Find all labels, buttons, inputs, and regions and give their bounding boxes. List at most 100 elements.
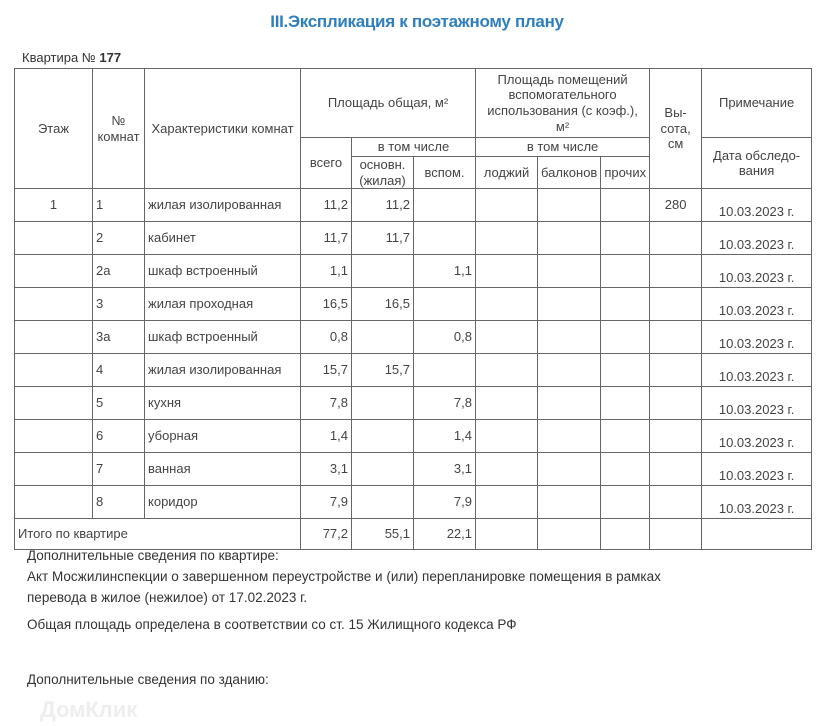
cell-other bbox=[600, 353, 651, 388]
cell-room-no: 4 bbox=[92, 353, 145, 388]
cell-balcony bbox=[536, 485, 602, 520]
cell-loggia bbox=[475, 419, 538, 454]
table-row: 4 жилая изолированная 15,7 15,7 10.03.2023 г… bbox=[14, 353, 813, 388]
cell-survey-date: 10.03.2023 г. bbox=[701, 353, 813, 388]
table-row: 6 уборная 1,4 1,4 10.03.2023 г. bbox=[14, 419, 813, 454]
cell-survey-date: 10.03.2023 г. bbox=[701, 287, 813, 322]
table-row: 3а шкаф встроенный 0,8 0,8 10.03.2023 г. bbox=[14, 320, 813, 355]
cell-height bbox=[649, 254, 703, 289]
cell-survey-date: 10.03.2023 г. bbox=[701, 320, 813, 355]
cell-total: 7,8 bbox=[300, 386, 352, 421]
cell-other bbox=[600, 188, 651, 223]
cell-height bbox=[649, 353, 703, 388]
cell-room-no: 2а bbox=[92, 254, 145, 289]
cell-total: 11,7 bbox=[300, 221, 352, 256]
cell-aux: 7,8 bbox=[413, 386, 476, 421]
cell-survey-date: 10.03.2023 г. bbox=[701, 485, 813, 520]
apartment-notes-text-2: перевода в жилое (нежилое) от 17.02.2023… bbox=[27, 590, 308, 605]
totals-total: 77,2 bbox=[300, 518, 352, 551]
cell-aux: 1,4 bbox=[413, 419, 476, 454]
cell-room-no: 6 bbox=[92, 419, 145, 454]
table-row: 2а шкаф встроенный 1,1 1,1 10.03.2023 г. bbox=[14, 254, 813, 289]
cell-room-no: 3а bbox=[92, 320, 145, 355]
header-room-no: № комнат bbox=[92, 67, 145, 190]
table-row: 5 кухня 7,8 7,8 10.03.2023 г. bbox=[14, 386, 813, 421]
cell-aux: 1,1 bbox=[413, 254, 476, 289]
cell-survey-date: 10.03.2023 г. bbox=[701, 188, 813, 223]
cell-characteristics: шкаф встроенный bbox=[144, 254, 301, 289]
cell-main bbox=[351, 386, 414, 421]
cell-characteristics: коридор bbox=[144, 485, 301, 520]
explication-table: Этаж № комнат Характеристики комнат Площ… bbox=[14, 67, 813, 551]
header-incl-2: в том числе bbox=[474, 137, 651, 157]
cell-room-no: 7 bbox=[92, 452, 145, 487]
cell-room-no: 3 bbox=[92, 287, 145, 322]
cell-characteristics: кабинет bbox=[144, 221, 301, 256]
cell-floor bbox=[14, 221, 93, 256]
header-incl-1: в том числе bbox=[351, 137, 476, 157]
cell-room-no: 1 bbox=[92, 188, 145, 223]
table-row: 8 коридор 7,9 7,9 10.03.2023 г. bbox=[14, 485, 813, 520]
cell-balcony bbox=[536, 254, 602, 289]
cell-floor bbox=[14, 320, 93, 355]
watermark: ДомКлик bbox=[40, 697, 138, 722]
cell-other bbox=[600, 254, 651, 289]
cell-survey-date: 10.03.2023 г. bbox=[701, 452, 813, 487]
cell-aux: 0,8 bbox=[413, 320, 476, 355]
cell-loggia bbox=[475, 452, 538, 487]
cell-balcony bbox=[536, 287, 602, 322]
cell-main bbox=[351, 254, 414, 289]
cell-other bbox=[600, 386, 651, 421]
cell-total: 11,2 bbox=[300, 188, 352, 223]
header-main: основн. (жилая) bbox=[351, 155, 414, 190]
cell-survey-date: 10.03.2023 г. bbox=[701, 254, 813, 289]
building-notes-heading: Дополнительные сведения по зданию: bbox=[27, 672, 269, 687]
cell-height bbox=[649, 320, 703, 355]
cell-balcony bbox=[536, 188, 602, 223]
cell-total: 15,7 bbox=[300, 353, 352, 388]
cell-floor bbox=[14, 353, 93, 388]
cell-aux bbox=[413, 287, 476, 322]
cell-main: 11,7 bbox=[351, 221, 414, 256]
cell-floor bbox=[14, 287, 93, 322]
cell-room-no: 5 bbox=[92, 386, 145, 421]
cell-main: 16,5 bbox=[351, 287, 414, 322]
cell-survey-date: 10.03.2023 г. bbox=[701, 221, 813, 256]
header-height: Вы-сота, см bbox=[649, 67, 703, 190]
header-balcony: балконов bbox=[536, 155, 602, 190]
cell-main bbox=[351, 485, 414, 520]
apartment-label: Квартира № bbox=[22, 50, 96, 65]
cell-main: 15,7 bbox=[351, 353, 414, 388]
header-note: Примечание bbox=[701, 68, 813, 138]
cell-main bbox=[351, 320, 414, 355]
cell-room-no: 2 bbox=[92, 221, 145, 256]
cell-floor bbox=[14, 254, 93, 289]
cell-characteristics: шкаф встроенный bbox=[144, 320, 301, 355]
cell-total: 3,1 bbox=[300, 452, 352, 487]
cell-loggia bbox=[475, 320, 538, 355]
cell-loggia bbox=[475, 254, 538, 289]
cell-height bbox=[649, 452, 703, 487]
area-note: Общая площадь определена в соответствии … bbox=[27, 617, 517, 632]
table-row: 3 жилая проходная 16,5 16,5 10.03.2023 г. bbox=[14, 287, 813, 322]
cell-floor bbox=[14, 452, 93, 487]
totals-empty bbox=[649, 518, 703, 551]
cell-height bbox=[649, 419, 703, 454]
apartment-number: Квартира № 177 bbox=[22, 50, 121, 65]
header-aux-area: Площадь помещений вспомогательного испол… bbox=[474, 68, 651, 138]
cell-other bbox=[600, 320, 651, 355]
cell-aux: 7,9 bbox=[413, 485, 476, 520]
header-characteristics: Характеристики комнат bbox=[144, 67, 301, 190]
cell-characteristics: жилая изолированная bbox=[144, 188, 301, 223]
cell-other bbox=[600, 452, 651, 487]
cell-other bbox=[600, 485, 651, 520]
cell-survey-date: 10.03.2023 г. bbox=[701, 419, 813, 454]
apartment-notes-heading: Дополнительные сведения по квартире: bbox=[27, 548, 279, 563]
totals-empty bbox=[600, 518, 651, 551]
cell-other bbox=[600, 221, 651, 256]
cell-loggia bbox=[475, 188, 538, 223]
cell-floor bbox=[14, 419, 93, 454]
totals-label: Итого по квартире bbox=[14, 518, 301, 551]
cell-height bbox=[649, 221, 703, 256]
cell-height bbox=[649, 386, 703, 421]
